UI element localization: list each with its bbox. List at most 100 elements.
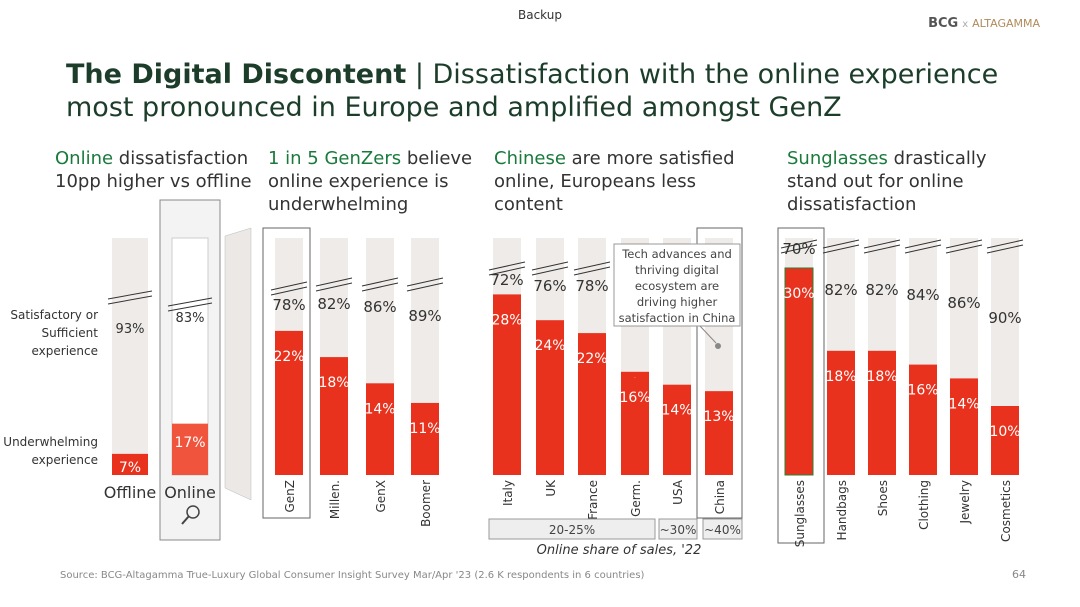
category-label: UK xyxy=(544,479,558,497)
panel-title-2: 1 in 5 GenZers believe online experience… xyxy=(268,147,486,216)
data-label-satisfactory: 70% xyxy=(782,240,815,258)
axis-break-mark xyxy=(945,239,983,249)
annotation-text: Tech advances and xyxy=(621,247,732,261)
bar-underwhelming xyxy=(493,294,521,475)
altagamma-logo: ALTAGAMMA xyxy=(972,17,1040,30)
panel-title-highlight: Online xyxy=(55,148,114,169)
data-label-underwhelming: 14% xyxy=(661,403,692,419)
data-label-satisfactory: 78% xyxy=(272,296,305,314)
data-label-underwhelming: 16% xyxy=(907,383,938,399)
annotation-dot xyxy=(715,343,721,349)
legend-satisfactory-label: Sufficient xyxy=(42,326,99,340)
data-label-underwhelming: 22% xyxy=(273,349,304,365)
data-label-underwhelming: 14% xyxy=(948,396,979,412)
data-label-underwhelming: 7% xyxy=(119,460,141,476)
annotation-text: ecosystem are xyxy=(635,279,719,293)
axis-break-mark xyxy=(361,282,399,292)
china-highlight-frame xyxy=(696,227,743,519)
axis-break-mark xyxy=(315,277,353,287)
category-label: Offline xyxy=(104,483,157,502)
data-label-underwhelming: 22% xyxy=(576,351,607,367)
data-label-satisfactory: 72% xyxy=(490,271,523,289)
data-label-underwhelming: 11% xyxy=(409,421,440,437)
bar-underwhelming xyxy=(366,383,394,475)
hidden-satisfactory-label: 87% xyxy=(718,377,720,379)
axis-break-mark xyxy=(107,295,153,305)
data-label-underwhelming: 30% xyxy=(783,286,814,302)
axis-break-mark xyxy=(315,282,353,292)
title-bold: The Digital Discontent xyxy=(66,59,407,90)
zoom-connector xyxy=(224,227,252,501)
panel-title-highlight: Sunglasses xyxy=(787,148,888,169)
annotation-text: satisfaction in China xyxy=(619,311,736,325)
sunglasses-highlight-frame xyxy=(777,227,825,544)
category-label: Italy xyxy=(501,480,515,506)
online-share-box xyxy=(488,518,656,540)
annotation-pointer xyxy=(699,325,717,344)
bar-underwhelming xyxy=(536,320,564,475)
axis-break-mark xyxy=(270,286,308,296)
magnifier-handle xyxy=(181,515,190,525)
bar-underwhelming xyxy=(621,371,649,475)
bar-underwhelming xyxy=(991,406,1019,475)
panel-title-4: Sunglasses drastically stand out for onl… xyxy=(787,147,997,216)
bcg-logo: BCG xyxy=(928,16,959,31)
category-label: Sunglasses xyxy=(793,480,807,547)
source-note: Source: BCG-Altagamma True-Luxury Global… xyxy=(60,570,645,581)
data-label-satisfactory: 89% xyxy=(408,307,441,325)
axis-break-mark xyxy=(863,239,901,249)
data-label-underwhelming: 24% xyxy=(534,338,565,354)
page-number: 64 xyxy=(1012,568,1026,581)
category-label: Clothing xyxy=(917,480,931,530)
title-rest: Dissatisfaction with the online experien… xyxy=(66,59,999,123)
panel-title-text: drastically stand out for online dissati… xyxy=(787,148,987,215)
bar-underwhelming xyxy=(112,453,148,475)
legend-underwhelming-label: Underwhelming xyxy=(3,435,98,449)
axis-break-mark xyxy=(488,266,526,276)
bar-underwhelming xyxy=(784,267,814,476)
axis-break-mark xyxy=(945,244,983,254)
online-share-box xyxy=(702,518,743,540)
axis-break-mark xyxy=(573,266,611,276)
axis-break-mark xyxy=(780,239,818,249)
category-label: Germ. xyxy=(629,480,643,517)
bar-underwhelming xyxy=(705,391,733,475)
axis-break-mark xyxy=(573,261,611,271)
axis-break-mark xyxy=(270,281,308,291)
axis-break-mark xyxy=(986,244,1024,254)
axis-break-mark xyxy=(986,239,1024,249)
bar-underwhelming xyxy=(827,350,855,475)
panel-title-text: dissatisfaction 10pp higher vs offline xyxy=(55,148,252,192)
axis-break-mark xyxy=(780,244,818,254)
bar-underwhelming xyxy=(172,423,208,475)
category-label: Jewelry xyxy=(958,480,972,525)
bar-underwhelming xyxy=(275,330,303,475)
data-label-underwhelming: 16% xyxy=(619,390,650,406)
online-share-caption: Online share of sales, '22 xyxy=(536,543,702,558)
data-label-underwhelming: 10% xyxy=(989,424,1020,440)
data-label-satisfactory: 82% xyxy=(865,281,898,299)
annotation-text: thriving digital xyxy=(635,263,719,277)
panel-title-1: Online dissatisfaction 10pp higher vs of… xyxy=(55,147,265,193)
bar-underwhelming xyxy=(663,384,691,475)
page-title: The Digital Discontent | Dissatisfaction… xyxy=(66,58,1006,124)
axis-break-mark xyxy=(904,244,942,254)
axis-break-mark xyxy=(863,244,901,254)
online-share-label: ~30% xyxy=(660,523,697,537)
legend-satisfactory-label: Satisfactory or xyxy=(10,308,98,322)
bar-underwhelming xyxy=(868,350,896,475)
data-label-satisfactory: 84% xyxy=(906,286,939,304)
data-label-satisfactory: 82% xyxy=(317,295,350,313)
axis-break-mark xyxy=(531,261,569,271)
data-label-satisfactory: 90% xyxy=(988,309,1021,327)
backup-label: Backup xyxy=(518,8,562,22)
magnifier-icon xyxy=(186,505,200,519)
online-share-label: 20-25% xyxy=(549,523,595,537)
category-label: GenX xyxy=(374,480,388,513)
data-label-underwhelming: 13% xyxy=(703,409,734,425)
annotation-box xyxy=(613,243,741,327)
data-label-underwhelming: 17% xyxy=(174,435,205,451)
data-label-underwhelming: 28% xyxy=(491,312,522,328)
hidden-satisfactory-label: 86% xyxy=(676,377,678,379)
